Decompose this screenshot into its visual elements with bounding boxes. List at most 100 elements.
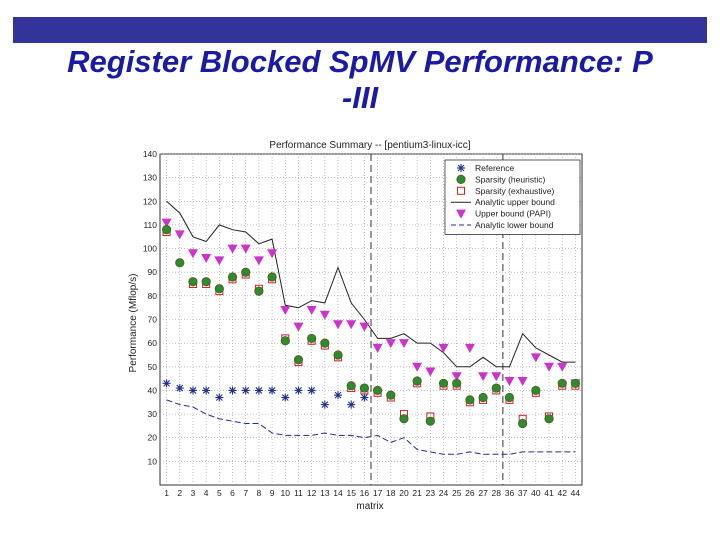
data-point-upper-bound-papi-: [306, 306, 317, 316]
data-point-sparsity-heuristic-: [201, 277, 211, 287]
legend-label-analytic-lower-bound: Analytic lower bound: [475, 220, 554, 230]
data-point-reference: [254, 386, 263, 395]
x-tick-label: 6: [230, 488, 235, 498]
data-point-sparsity-heuristic-: [478, 392, 488, 403]
y-tick-label: 30: [148, 409, 158, 419]
legend-swatch-reference: [457, 164, 465, 172]
data-point-upper-bound-papi-: [293, 322, 304, 332]
x-tick-label: 5: [217, 488, 222, 498]
data-point-sparsity-heuristic-: [452, 378, 462, 388]
y-axis-label: Performance (Mflop/s): [128, 274, 139, 373]
data-point-reference: [162, 379, 171, 388]
data-point-sparsity-heuristic-: [504, 392, 515, 403]
data-point-upper-bound-papi-: [187, 249, 198, 259]
y-tick-label: 80: [148, 291, 158, 301]
data-point-upper-bound-papi-: [240, 244, 251, 254]
x-tick-label: 8: [257, 488, 262, 498]
y-tick-label: 120: [143, 196, 157, 206]
x-tick-label: 36: [505, 488, 515, 498]
x-tick-label: 37: [518, 488, 528, 498]
data-point-upper-bound-papi-: [504, 376, 515, 386]
data-point-upper-bound-papi-: [253, 256, 264, 266]
y-tick-label: 20: [148, 433, 158, 443]
data-point-sparsity-heuristic-: [254, 286, 264, 296]
x-tick-label: 2: [177, 488, 182, 498]
data-point-upper-bound-papi-: [227, 244, 238, 254]
x-tick-label: 11: [294, 488, 303, 498]
data-point-sparsity-heuristic-: [227, 272, 238, 282]
x-tick-label: 20: [399, 488, 409, 498]
legend-label-analytic-upper-bound: Analytic upper bound: [475, 197, 555, 207]
data-point-reference: [202, 386, 211, 395]
slide-title: Register Blocked SpMV Performance: P -II…: [0, 44, 720, 116]
data-point-sparsity-heuristic-: [188, 277, 198, 287]
legend-label-sparsity-exhaustive-: Sparsity (exhaustive): [475, 186, 555, 196]
data-point-sparsity-heuristic-: [241, 267, 251, 277]
data-point-upper-bound-papi-: [491, 372, 502, 382]
data-point-upper-bound-papi-: [464, 343, 475, 353]
bound-lines: [166, 200, 576, 455]
x-tick-label: 13: [320, 488, 330, 498]
data-point-sparsity-heuristic-: [399, 414, 409, 424]
data-point-sparsity-heuristic-: [175, 258, 185, 268]
data-point-reference: [347, 400, 356, 409]
x-tick-label: 44: [571, 488, 581, 498]
data-point-reference: [320, 400, 329, 409]
data-point-upper-bound-papi-: [425, 367, 436, 377]
data-point-sparsity-heuristic-: [214, 284, 224, 294]
x-tick-label: 21: [412, 488, 422, 498]
data-point-upper-bound-papi-: [398, 339, 409, 349]
data-point-upper-bound-papi-: [557, 362, 568, 372]
x-tick-label: 4: [204, 488, 209, 498]
data-point-sparsity-heuristic-: [438, 378, 449, 388]
data-point-sparsity-heuristic-: [161, 225, 172, 235]
x-tick-label: 17: [373, 488, 383, 498]
x-tick-label: 1: [164, 488, 169, 498]
data-point-sparsity-heuristic-: [267, 272, 277, 282]
x-tick-label: 14: [333, 488, 343, 498]
y-tick-label: 50: [148, 362, 158, 372]
y-tick-label: 130: [143, 173, 157, 183]
x-tick-label: 3: [191, 488, 196, 498]
x-tick-label: 27: [478, 488, 488, 498]
x-tick-label: 10: [281, 488, 291, 498]
data-point-reference: [268, 386, 277, 395]
data-point-sparsity-heuristic-: [557, 378, 567, 388]
data-point-sparsity-heuristic-: [425, 416, 435, 426]
x-tick-label: 18: [386, 488, 396, 498]
data-point-sparsity-heuristic-: [570, 378, 581, 388]
data-point-upper-bound-papi-: [319, 310, 330, 320]
y-tick-label: 70: [148, 315, 158, 325]
data-point-upper-bound-papi-: [174, 230, 185, 240]
data-point-upper-bound-papi-: [201, 254, 212, 264]
x-tick-label: 15: [346, 488, 356, 498]
data-point-reference: [307, 386, 316, 395]
series-line-analytic-lower-bound: [166, 399, 576, 455]
data-point-upper-bound-papi-: [372, 343, 383, 353]
data-point-upper-bound-papi-: [346, 320, 357, 330]
data-point-upper-bound-papi-: [333, 320, 344, 330]
data-point-sparsity-heuristic-: [531, 385, 541, 396]
data-point-sparsity-heuristic-: [333, 350, 343, 360]
data-point-sparsity-heuristic-: [320, 338, 330, 348]
x-tick-label: 28: [492, 488, 502, 498]
data-point-upper-bound-papi-: [161, 218, 172, 228]
data-point-upper-bound-papi-: [544, 362, 555, 372]
x-tick-label: 16: [360, 488, 370, 498]
y-tick-label: 140: [143, 149, 157, 159]
x-tick-label: 12: [307, 488, 317, 498]
legend-swatch-sparsity-heuristic-: [456, 174, 466, 184]
data-point-sparsity-heuristic-: [346, 381, 356, 391]
data-point-upper-bound-papi-: [438, 343, 449, 353]
data-point-sparsity-heuristic-: [465, 395, 475, 405]
data-point-sparsity-heuristic-: [386, 390, 396, 400]
data-point-reference: [215, 393, 224, 402]
data-markers: [161, 218, 581, 429]
legend-label-sparsity-heuristic-: Sparsity (heuristic): [475, 174, 546, 184]
data-point-upper-bound-papi-: [530, 353, 541, 363]
data-point-upper-bound-papi-: [359, 322, 370, 332]
data-point-reference: [360, 393, 369, 402]
title-accent-bar: [13, 17, 707, 43]
